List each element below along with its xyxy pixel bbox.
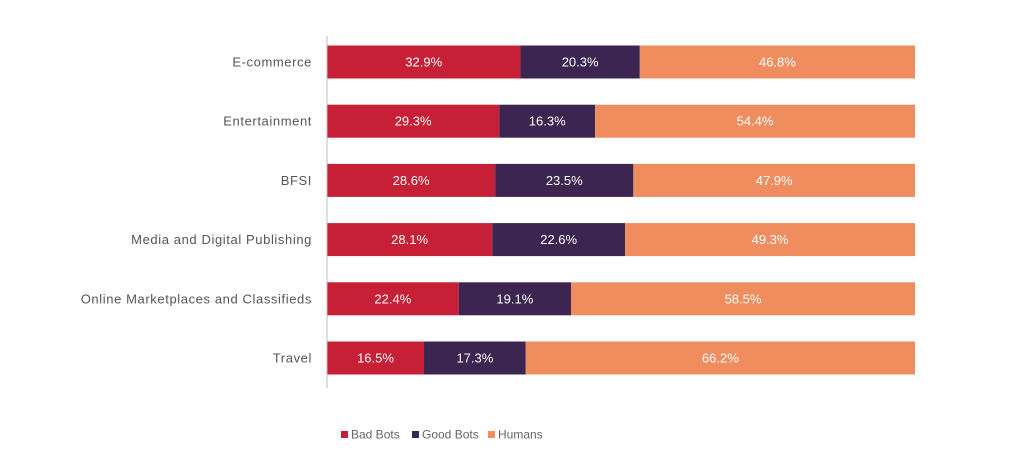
data-label: 20.3% (562, 55, 599, 70)
data-label: 22.4% (374, 291, 411, 306)
data-label: 19.1% (496, 291, 533, 306)
legend-swatch (412, 431, 419, 438)
legend-item-good-bots: Good Bots (412, 428, 479, 442)
legend-swatch (488, 431, 495, 438)
legend-label: Bad Bots (351, 428, 400, 442)
data-label: 28.6% (393, 173, 430, 188)
data-label: 16.5% (357, 351, 394, 366)
data-label: 28.1% (391, 232, 428, 247)
bars-layer: 32.9% 20.3% 46.8% 29.3% 16.3% 54.4% 28.6% 23.5%… (327, 45, 915, 375)
data-label: 17.3% (456, 351, 493, 366)
bar-travel-bad-bots (327, 341, 425, 375)
data-label: 66.2% (702, 351, 739, 366)
bar-media-and-digital-publishing-humans (625, 223, 915, 257)
category-label: Online Marketplaces and Classifieds (81, 291, 312, 306)
data-label: 16.3% (529, 114, 566, 129)
data-label: 29.3% (395, 114, 432, 129)
bar-entertainment-good-bots (499, 104, 596, 138)
bar-entertainment-humans (595, 104, 915, 138)
bar-e-commerce-good-bots (520, 45, 640, 79)
data-label: 46.8% (759, 55, 796, 70)
bar-bfsi-humans (633, 163, 915, 197)
legend-item-bad-bots: Bad Bots (341, 428, 400, 442)
data-label: 32.9% (405, 55, 442, 70)
legend-swatch (341, 431, 348, 438)
bar-travel-good-bots (424, 341, 526, 375)
bar-bfsi-bad-bots (327, 163, 496, 197)
category-label: BFSI (281, 173, 312, 188)
category-labels: E-commerce Entertainment BFSI Media and Dig… (81, 55, 312, 366)
category-label: Travel (273, 351, 312, 366)
legend-label: Humans (498, 428, 543, 442)
category-label: Media and Digital Publishing (131, 232, 312, 247)
category-label: Entertainment (223, 114, 312, 129)
bar-e-commerce-bad-bots (327, 45, 521, 79)
data-label: 23.5% (546, 173, 583, 188)
bar-entertainment-bad-bots (327, 104, 500, 138)
data-label: 58.5% (725, 291, 762, 306)
bar-media-and-digital-publishing-good-bots (492, 223, 626, 257)
bar-bfsi-good-bots (495, 163, 634, 197)
legend-item-humans: Humans (488, 428, 543, 442)
bar-travel-humans (525, 341, 915, 375)
data-label: 47.9% (756, 173, 793, 188)
category-label: E-commerce (232, 55, 312, 70)
bar-media-and-digital-publishing-bad-bots (327, 223, 493, 257)
data-label: 22.6% (540, 232, 577, 247)
bar-e-commerce-humans (639, 45, 915, 79)
legend: Bad Bots Good Bots Humans (341, 428, 543, 442)
bar-online-marketplaces-and-classifieds-good-bots (458, 282, 572, 316)
data-label: 54.4% (737, 114, 774, 129)
legend-label: Good Bots (422, 428, 479, 442)
bar-online-marketplaces-and-classifieds-bad-bots (327, 282, 459, 316)
data-label: 49.3% (752, 232, 789, 247)
bar-online-marketplaces-and-classifieds-humans (571, 282, 915, 316)
